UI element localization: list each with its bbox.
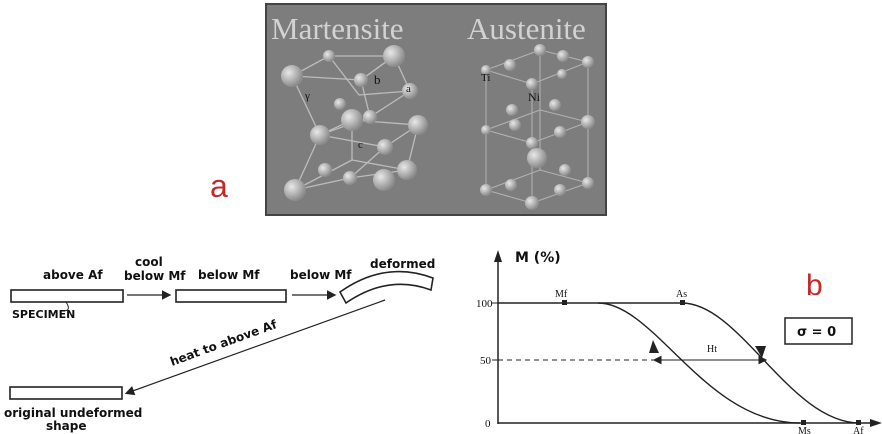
ms-marker [801,420,806,425]
crystal-structure-panel: Martensite Austenite [265,3,607,216]
label-deformed: deformed [370,257,435,271]
heating-direction-arrow [755,346,766,358]
y-tick-label-100: 100 [476,298,493,310]
point-label-mf: Mf [555,289,568,300]
deformed-bar [338,270,434,305]
point-label-af: Af [853,426,864,434]
as-marker [680,300,685,305]
label-below-mf-cool: below Mf [124,269,186,283]
point-label-as: As [676,289,687,300]
label-cool: cool [135,255,163,269]
mf-marker [562,300,567,305]
hysteresis-label: Ht [707,344,717,355]
martensite-title: Martensite [271,11,404,46]
martensite-label-gamma: γ [304,90,310,102]
martensite-label-b: b [374,72,381,87]
arrow-heat [124,299,386,396]
martensite-label-a: a [406,83,411,95]
austenite-label-ni: Ni [528,90,541,104]
label-heat: heat to above Af [168,317,279,369]
austenite-title: Austenite [467,11,586,46]
label-above-af: above Af [43,268,103,282]
y-tick-label-0: 0 [485,418,491,430]
specimen-pointer [62,301,69,312]
label-original-2: shape [46,419,87,433]
austenite-label-ti: Ti [481,72,490,84]
y-axis-title: M (%) [515,250,561,266]
label-below-mf-bar: below Mf [198,268,260,282]
austenite-atoms [480,44,595,210]
original-bar [9,386,123,400]
sigma-box [784,317,853,345]
shape-memory-process [9,270,434,400]
point-label-ms: Ms [798,426,811,434]
panel-label-b: b [806,269,823,302]
label-original-1: original undeformed [4,406,142,420]
cooling-curve [597,302,801,424]
af-marker [856,420,861,425]
x-axis-arrowhead [870,419,882,427]
label-specimen: SPECIMEN [12,308,75,321]
cooling-direction-arrow [649,340,659,353]
sigma-label: σ = 0 [797,325,836,340]
label-below-mf-deform: below Mf [290,268,352,282]
specimen-bar-2 [175,289,287,303]
y-axis-arrowhead [494,250,502,262]
martensite-label-c: c [358,139,363,151]
panel-label-a: a [210,168,228,204]
hysteresis-plot [492,250,882,427]
martensite-atoms [281,45,428,201]
y-tick-label-50: 50 [480,355,492,367]
specimen-bar-1 [10,289,124,303]
